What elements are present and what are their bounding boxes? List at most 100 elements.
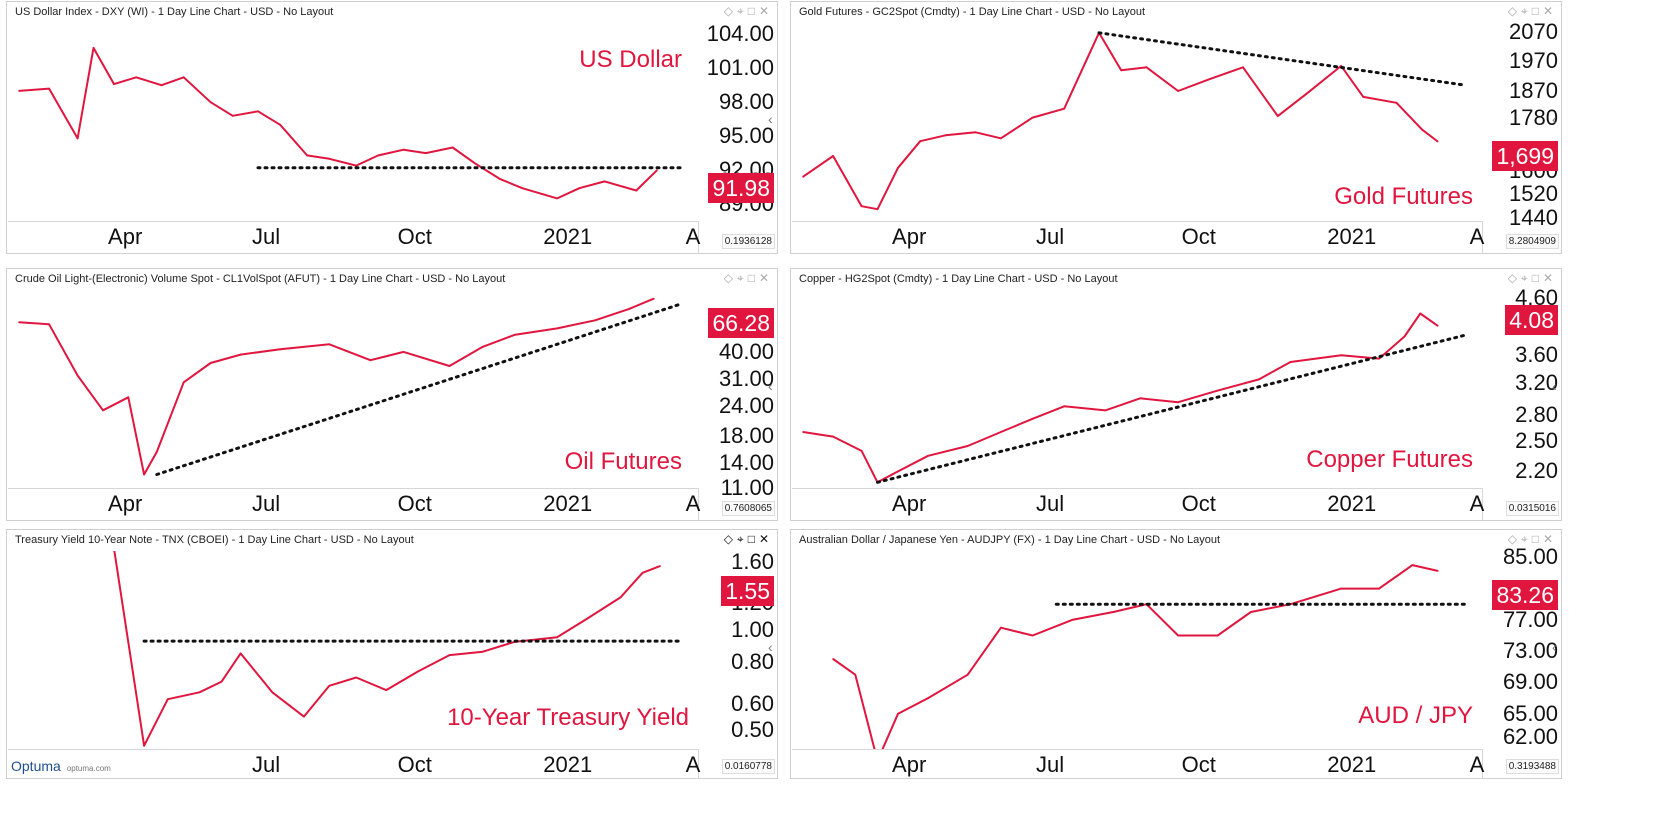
maximize-icon[interactable]: □ <box>1531 532 1543 546</box>
close-icon[interactable]: ✕ <box>758 4 773 18</box>
y-axis[interactable]: 1.601.201.000.800.600.501.55 <box>698 549 778 749</box>
chart-panel[interactable]: US Dollar Index - DXY (WI) - 1 Day Line … <box>6 1 778 254</box>
x-tick-label: A <box>1469 752 1485 777</box>
series-point <box>1436 324 1439 327</box>
series-point <box>113 83 115 85</box>
panel-title: Gold Futures - GC2Spot (Cmdty) - 1 Day L… <box>799 6 1146 18</box>
y-tick-label: 1520 <box>1509 181 1558 207</box>
x-axis[interactable]: Apr Jul Oct 2021 A <box>8 488 700 521</box>
series-point <box>1104 409 1107 412</box>
panel-toolbar: ◇⌖□✕ <box>1508 271 1557 286</box>
maximize-icon[interactable]: □ <box>747 271 759 285</box>
x-axis[interactable]: Apr Jul Oct 2021 A <box>792 488 1484 521</box>
plot-area <box>8 551 698 749</box>
y-tick-label: 2070 <box>1509 18 1558 44</box>
chart-panel[interactable]: Treasury Yield 10-Year Note - TNX (CBOEI… <box>6 529 778 779</box>
x-tick-label: 2021 <box>1327 224 1377 249</box>
panel-title: Treasury Yield 10-Year Note - TNX (CBOEI… <box>15 534 414 546</box>
series-point <box>279 348 282 351</box>
x-axis[interactable]: Jul Oct 2021 A <box>8 749 700 779</box>
diamond-icon[interactable]: ◇ <box>723 4 737 18</box>
scale-corner-readout[interactable]: 0.0315016 <box>1505 501 1559 516</box>
pin-icon[interactable]: ⌖ <box>736 4 748 18</box>
trend-line[interactable] <box>876 333 1467 484</box>
diamond-icon[interactable]: ◇ <box>723 271 737 285</box>
x-tick-label: Oct <box>397 752 432 777</box>
y-tick-label: 2.80 <box>1515 401 1558 427</box>
series-point <box>1250 611 1252 613</box>
pin-icon[interactable]: ⌖ <box>1520 4 1532 18</box>
pin-icon[interactable]: ⌖ <box>1520 271 1532 285</box>
price-series-line <box>832 564 1438 749</box>
trend-line[interactable] <box>155 302 683 476</box>
series-point <box>417 670 419 673</box>
y-axis[interactable]: 4.60 3.60 3.20 2.80 2.50 2.20 4.08 <box>1482 285 1562 488</box>
series-point <box>586 617 589 620</box>
chevron-left-icon[interactable]: ‹ <box>768 111 773 127</box>
x-tick-label: A <box>1469 224 1485 249</box>
close-icon[interactable]: ✕ <box>1542 271 1557 285</box>
series-point <box>1305 93 1308 95</box>
series-point <box>521 187 524 190</box>
pin-icon[interactable]: ⌖ <box>736 532 748 546</box>
series-point <box>182 381 185 384</box>
pin-icon[interactable]: ⌖ <box>1520 532 1532 546</box>
chart-panel[interactable]: Gold Futures - GC2Spot (Cmdty) - 1 Day L… <box>790 1 1562 254</box>
series-point <box>402 351 405 353</box>
diamond-icon[interactable]: ◇ <box>723 532 737 546</box>
chevron-left-icon[interactable]: ‹ <box>1552 639 1557 655</box>
series-point <box>1208 78 1211 80</box>
series-point <box>271 691 274 694</box>
series-point <box>279 123 282 126</box>
chart-panel[interactable]: Copper - HG2Spot (Cmdty) - 1 Day Line Ch… <box>790 268 1562 521</box>
series-point <box>1216 389 1219 392</box>
maximize-icon[interactable]: □ <box>747 4 759 18</box>
series-point <box>166 698 169 701</box>
x-tick-label: 2021 <box>1327 752 1377 777</box>
y-tick-label: 40.00 <box>718 338 774 364</box>
trend-line[interactable] <box>1097 31 1467 87</box>
scale-corner-readout[interactable]: 0.3193488 <box>1505 759 1559 774</box>
chevron-left-icon[interactable]: ‹ <box>1552 378 1557 394</box>
diamond-icon[interactable]: ◇ <box>1507 4 1521 18</box>
x-tick-label: Apr <box>892 224 927 249</box>
scale-corner-readout[interactable]: 8.2804909 <box>1505 234 1559 249</box>
x-tick-label: 2021 <box>543 224 593 249</box>
chart-panel[interactable]: Crude Oil Light-(Electronic) Volume Spot… <box>6 268 778 521</box>
series-point <box>1071 619 1073 621</box>
x-axis[interactable]: Apr Jul Oct 2021 A <box>8 221 700 254</box>
close-icon[interactable]: ✕ <box>758 271 773 285</box>
close-icon[interactable]: ✕ <box>1542 4 1557 18</box>
x-axis[interactable]: Apr Jul Oct 2021 A <box>792 749 1485 779</box>
optuma-logo: Optuma optuma.com <box>11 758 111 774</box>
close-icon[interactable]: ✕ <box>758 532 773 546</box>
price-series-line <box>113 551 661 747</box>
scale-corner-readout[interactable]: 0.0160778 <box>721 759 775 774</box>
y-tick-label: 11.00 <box>720 475 774 500</box>
chevron-left-icon[interactable]: ‹ <box>768 378 773 394</box>
diamond-icon[interactable]: ◇ <box>1507 532 1521 546</box>
chevron-left-icon[interactable]: ‹ <box>768 639 773 655</box>
chart-panel[interactable]: Australian Dollar / Japanese Yen - AUDJP… <box>790 529 1562 779</box>
maximize-icon[interactable]: □ <box>1531 271 1543 285</box>
series-point <box>1421 128 1423 131</box>
maximize-icon[interactable]: □ <box>1531 4 1543 18</box>
panel-title: Copper - HG2Spot (Cmdty) - 1 Day Line Ch… <box>799 273 1118 285</box>
panel-title: Crude Oil Light-(Electronic) Volume Spot… <box>15 273 506 285</box>
x-axis[interactable]: Apr Jul Oct 2021 A <box>792 221 1485 254</box>
maximize-icon[interactable]: □ <box>747 532 759 546</box>
scale-corner-readout[interactable]: 0.1936128 <box>721 234 775 249</box>
chevron-left-icon[interactable]: ‹ <box>1552 111 1557 127</box>
chart-label: Copper Futures <box>1306 446 1473 473</box>
logo-url: optuma.com <box>66 764 111 773</box>
series-point <box>143 473 146 476</box>
pin-icon[interactable]: ⌖ <box>736 271 748 285</box>
close-icon[interactable]: ✕ <box>1542 532 1557 546</box>
y-axis[interactable]: 20701970187017801600152014401,699 <box>1482 19 1562 230</box>
series-point <box>451 146 454 149</box>
y-axis[interactable]: 104.00101.0098.0095.0092.0091.0089.0091.… <box>698 21 778 221</box>
diamond-icon[interactable]: ◇ <box>1507 271 1521 285</box>
scale-corner-readout[interactable]: 0.7608065 <box>721 501 775 516</box>
